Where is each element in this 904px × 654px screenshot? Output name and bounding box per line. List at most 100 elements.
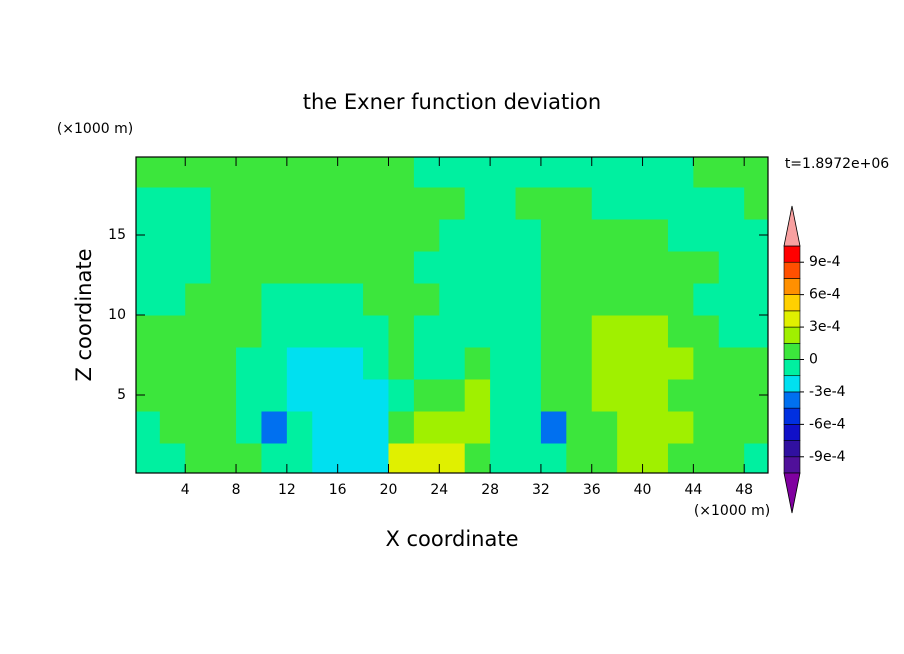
contour-cell <box>566 315 593 348</box>
contour-cell <box>439 315 466 348</box>
contour-cell <box>388 187 415 220</box>
contour-cell <box>236 411 262 444</box>
contour-cell <box>159 379 186 412</box>
contour-cell <box>642 187 669 220</box>
contour-cell <box>312 251 339 284</box>
contour-cell <box>490 187 517 220</box>
contour-cell <box>439 379 466 412</box>
contour-cell <box>286 251 313 284</box>
contour-cell <box>464 251 491 284</box>
contour-cell <box>693 283 720 316</box>
contour-cell <box>185 187 212 220</box>
contour-cell <box>159 347 186 380</box>
contour-cell <box>312 347 339 380</box>
contour-cell <box>312 379 339 412</box>
contour-cell <box>515 315 542 348</box>
contour-cell <box>566 187 593 220</box>
contour-cell <box>515 187 542 220</box>
colorbar-band <box>783 310 801 328</box>
contour-cell <box>210 251 237 284</box>
contour-cell <box>413 251 440 284</box>
contour-cell <box>464 379 491 412</box>
contour-cell <box>312 443 339 473</box>
contour-cell <box>413 315 440 348</box>
contour-cell <box>286 283 313 316</box>
contour-cell <box>136 251 161 284</box>
contour-cell <box>642 347 669 380</box>
contour-cell <box>312 315 339 348</box>
contour-cell <box>363 157 389 188</box>
contour-cell <box>413 443 440 473</box>
contour-cell <box>413 379 440 412</box>
contour-cell <box>617 251 644 284</box>
contour-cell <box>210 315 237 348</box>
contour-cell <box>363 187 389 220</box>
contour-cell <box>413 283 440 316</box>
contour-cell <box>591 347 618 380</box>
contour-cell <box>261 379 288 412</box>
contour-cell <box>617 443 644 473</box>
contour-cell <box>744 251 768 284</box>
contour-cell <box>744 283 768 316</box>
contour-cell <box>363 315 389 348</box>
contour-cell <box>261 187 288 220</box>
time-annotation: t=1.8972e+06 <box>785 156 889 172</box>
contour-cell <box>439 219 466 252</box>
contour-cell <box>718 251 745 284</box>
contour-cell <box>363 347 389 380</box>
contour-cell <box>236 379 262 412</box>
contour-cell <box>566 411 593 444</box>
contour-cell <box>490 379 517 412</box>
contour-cell <box>540 157 567 188</box>
contour-cell <box>515 347 542 380</box>
contour-cell <box>591 283 618 316</box>
contour-cell <box>185 379 212 412</box>
contour-cell <box>388 443 415 473</box>
contour-cell <box>185 411 212 444</box>
contour-cell <box>718 347 745 380</box>
contour-cell <box>591 411 618 444</box>
contour-cell <box>210 443 237 473</box>
contour-cell <box>236 315 262 348</box>
contour-cell <box>693 411 720 444</box>
contour-cell <box>744 315 768 348</box>
contour-cell <box>515 251 542 284</box>
contour-cell <box>261 283 288 316</box>
contour-cell <box>464 411 491 444</box>
contour-cell <box>718 411 745 444</box>
contour-cell <box>286 187 313 220</box>
contour-cell <box>718 219 745 252</box>
contour-cell <box>413 347 440 380</box>
colorbar-tick-label: -6e-4 <box>809 416 846 432</box>
contour-cell <box>136 443 161 473</box>
contour-cell <box>591 187 618 220</box>
contour-cell <box>693 443 720 473</box>
contour-cell <box>286 347 313 380</box>
contour-cell <box>337 411 364 444</box>
contour-cell <box>490 157 517 188</box>
contour-cell <box>667 347 694 380</box>
contour-cell <box>413 187 440 220</box>
contour-cell <box>515 157 542 188</box>
contour-cell <box>286 219 313 252</box>
contour-cell <box>337 379 364 412</box>
contour-cell <box>261 315 288 348</box>
contour-cell <box>210 411 237 444</box>
x-tick-label: 4 <box>181 482 190 498</box>
colorbar-band <box>783 245 801 263</box>
contour-cell <box>693 157 720 188</box>
x-tick-label: 16 <box>329 482 347 498</box>
contour-cell <box>363 219 389 252</box>
contour-cell <box>566 379 593 412</box>
contour-cell <box>642 411 669 444</box>
y-tick-label: 5 <box>117 387 126 403</box>
contour-cell <box>566 347 593 380</box>
contour-cell <box>185 347 212 380</box>
contour-cell <box>136 187 161 220</box>
contour-cell <box>515 219 542 252</box>
colorbar-tick-label: 9e-4 <box>809 254 841 270</box>
contour-cell <box>363 283 389 316</box>
contour-cell <box>540 283 567 316</box>
contour-cell <box>591 379 618 412</box>
contour-cell <box>591 251 618 284</box>
